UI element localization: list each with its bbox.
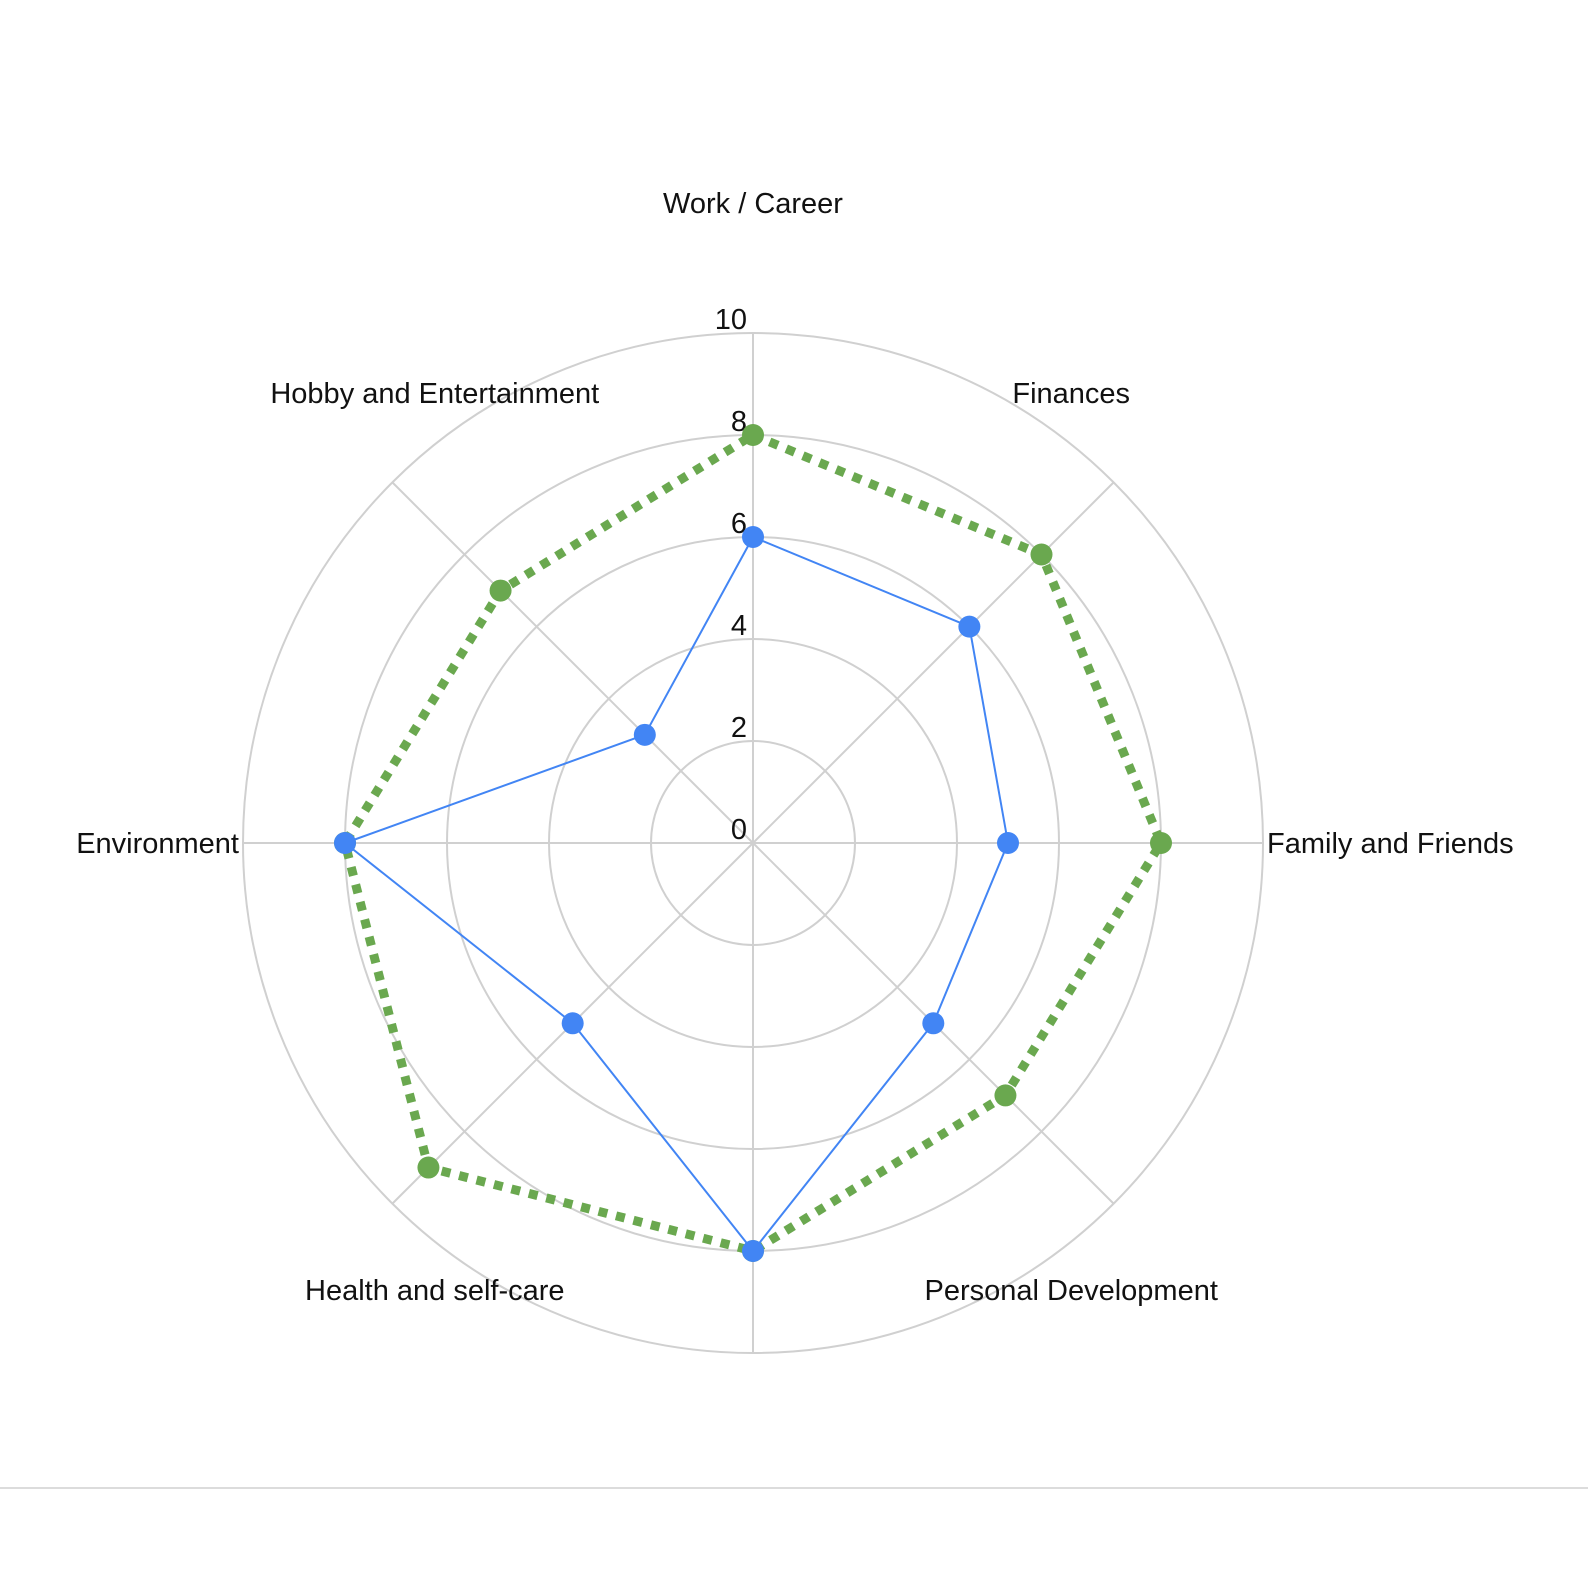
category-label: Personal Development: [925, 1275, 1218, 1307]
grid-spoke-1: [752, 481, 1115, 844]
category-label: Environment: [76, 828, 239, 860]
series-0: [334, 526, 1019, 1262]
r-tick-label: 0: [731, 814, 747, 846]
series-line-0: [344, 536, 1009, 1252]
series-0-point-2: [997, 832, 1019, 854]
grid-spoke-7: [391, 481, 754, 844]
series-layer: [334, 424, 1172, 1262]
r-tick-label: 2: [731, 712, 747, 744]
series-1-point-7: [489, 579, 512, 602]
series-1-point-1: [1030, 543, 1053, 566]
series-1-point-2: [1150, 832, 1172, 854]
series-1-point-3: [994, 1084, 1017, 1107]
series-line-1: [340, 430, 1166, 1256]
series-0-point-0: [742, 526, 764, 548]
r-tick-label: 6: [731, 508, 747, 540]
category-label: Work / Career: [663, 188, 843, 220]
series-0-point-7: [633, 723, 656, 746]
series-0-point-3: [922, 1012, 945, 1035]
category-label: Hobby and Entertainment: [270, 378, 599, 410]
r-tick-label: 10: [715, 304, 747, 336]
radial-tick-labels: 0 2 4 6 8 10: [715, 304, 747, 846]
series-0-point-4: [742, 1240, 764, 1262]
category-label: Finances: [1012, 378, 1130, 410]
category-labels: Work / Career Finances Family and Friends P…: [76, 188, 1513, 1307]
grid-spokes: [243, 333, 1263, 1353]
category-label: Health and self-care: [305, 1275, 565, 1307]
series-0-point-1: [958, 615, 981, 638]
r-tick-label: 8: [731, 406, 747, 438]
bottom-divider: [0, 1487, 1588, 1489]
series-0-point-6: [334, 832, 356, 854]
series-1-point-5: [417, 1156, 440, 1179]
r-tick-label: 4: [731, 610, 747, 642]
series-1-point-0: [742, 424, 764, 446]
series-0-point-5: [561, 1012, 584, 1035]
category-label: Family and Friends: [1267, 828, 1514, 860]
